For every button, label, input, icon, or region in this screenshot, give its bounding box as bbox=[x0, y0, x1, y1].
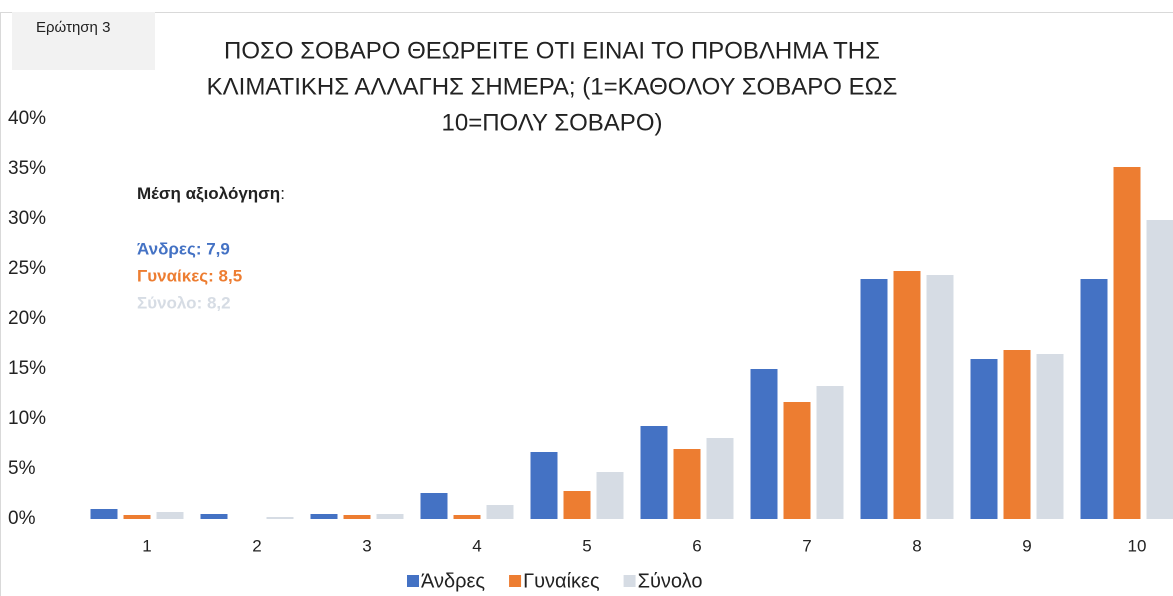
bar bbox=[860, 279, 888, 519]
y-tick-label: 40% bbox=[8, 108, 46, 129]
chart-title: ΚΛΙΜΑΤΙΚΗΣ ΑΛΛΑΓΗΣ ΣΗΜΕΡΑ; (1=ΚΑΘΟΛΟΥ ΣΟ… bbox=[207, 73, 898, 100]
bar bbox=[486, 505, 514, 519]
legend-label: Σύνολο bbox=[638, 570, 703, 592]
bar bbox=[200, 514, 228, 519]
x-tick-label: 8 bbox=[912, 536, 921, 555]
y-tick-label: 20% bbox=[8, 308, 46, 329]
y-tick-label: 10% bbox=[8, 408, 46, 429]
annotation-title-text: Μέση αξιολόγηση bbox=[137, 184, 280, 203]
bar bbox=[640, 426, 668, 519]
x-tick-label: 10 bbox=[1128, 536, 1147, 555]
y-tick-label: 5% bbox=[8, 458, 36, 479]
legend-swatch bbox=[509, 575, 522, 587]
bar bbox=[90, 509, 118, 519]
x-tick-label: 3 bbox=[362, 536, 371, 555]
bar bbox=[453, 515, 481, 519]
y-tick-label: 0% bbox=[8, 508, 36, 529]
bar bbox=[1003, 350, 1031, 519]
bar bbox=[783, 402, 811, 519]
chart-title: 10=ΠΟΛΥ ΣΟΒΑΡΟ) bbox=[442, 109, 663, 136]
x-tick-label: 9 bbox=[1022, 536, 1031, 555]
bar bbox=[156, 512, 184, 519]
tag: Ερώτηση 3 bbox=[36, 19, 110, 36]
x-tick-label: 1 bbox=[142, 536, 151, 555]
tag-box bbox=[12, 12, 155, 70]
annotation: Σύνολο: 8,2 bbox=[137, 293, 231, 312]
x-tick-label: 5 bbox=[582, 536, 591, 555]
bar bbox=[1080, 279, 1108, 519]
x-tick-label: 6 bbox=[692, 536, 701, 555]
bar bbox=[970, 359, 998, 519]
x-tick-label: 7 bbox=[802, 536, 811, 555]
legend-swatch bbox=[407, 575, 419, 587]
y-tick-label: 35% bbox=[8, 158, 46, 179]
bar bbox=[310, 514, 338, 519]
legend-swatch bbox=[623, 575, 636, 587]
bar bbox=[563, 491, 591, 519]
bar bbox=[420, 493, 448, 519]
y-tick-label: 30% bbox=[8, 208, 46, 229]
bar bbox=[530, 452, 558, 519]
bar bbox=[596, 472, 624, 519]
bar bbox=[1113, 167, 1141, 519]
x-tick-label: 4 bbox=[472, 536, 481, 555]
bar bbox=[673, 449, 701, 519]
bar bbox=[266, 517, 294, 519]
bar bbox=[123, 515, 151, 519]
bar bbox=[893, 271, 921, 519]
x-tick-label: 2 bbox=[252, 536, 261, 555]
bar bbox=[816, 386, 844, 519]
bar bbox=[1036, 354, 1064, 519]
legend-label: Άνδρες bbox=[421, 570, 485, 592]
bar bbox=[1146, 220, 1173, 519]
bar bbox=[376, 514, 404, 519]
chart-border bbox=[0, 12, 1173, 596]
bar bbox=[926, 275, 954, 519]
bar bbox=[750, 369, 778, 519]
annotation: Άνδρες: 7,9 bbox=[137, 239, 230, 258]
y-tick-label: 25% bbox=[8, 258, 46, 279]
annotation-colon: : bbox=[280, 184, 285, 203]
chart-title: ΠΟΣΟ ΣΟΒΑΡΟ ΘΕΩΡΕΙΤΕ ΟΤΙ ΕΙΝΑΙ ΤΟ ΠΡΟΒΛΗ… bbox=[224, 37, 880, 64]
annotation: Γυναίκες: 8,5 bbox=[137, 266, 242, 285]
bar bbox=[706, 438, 734, 519]
legend-label: Γυναίκες bbox=[523, 570, 600, 592]
bar bbox=[343, 515, 371, 519]
y-tick-label: 15% bbox=[8, 358, 46, 379]
annotation-title: Μέση αξιολόγηση: bbox=[137, 184, 285, 203]
